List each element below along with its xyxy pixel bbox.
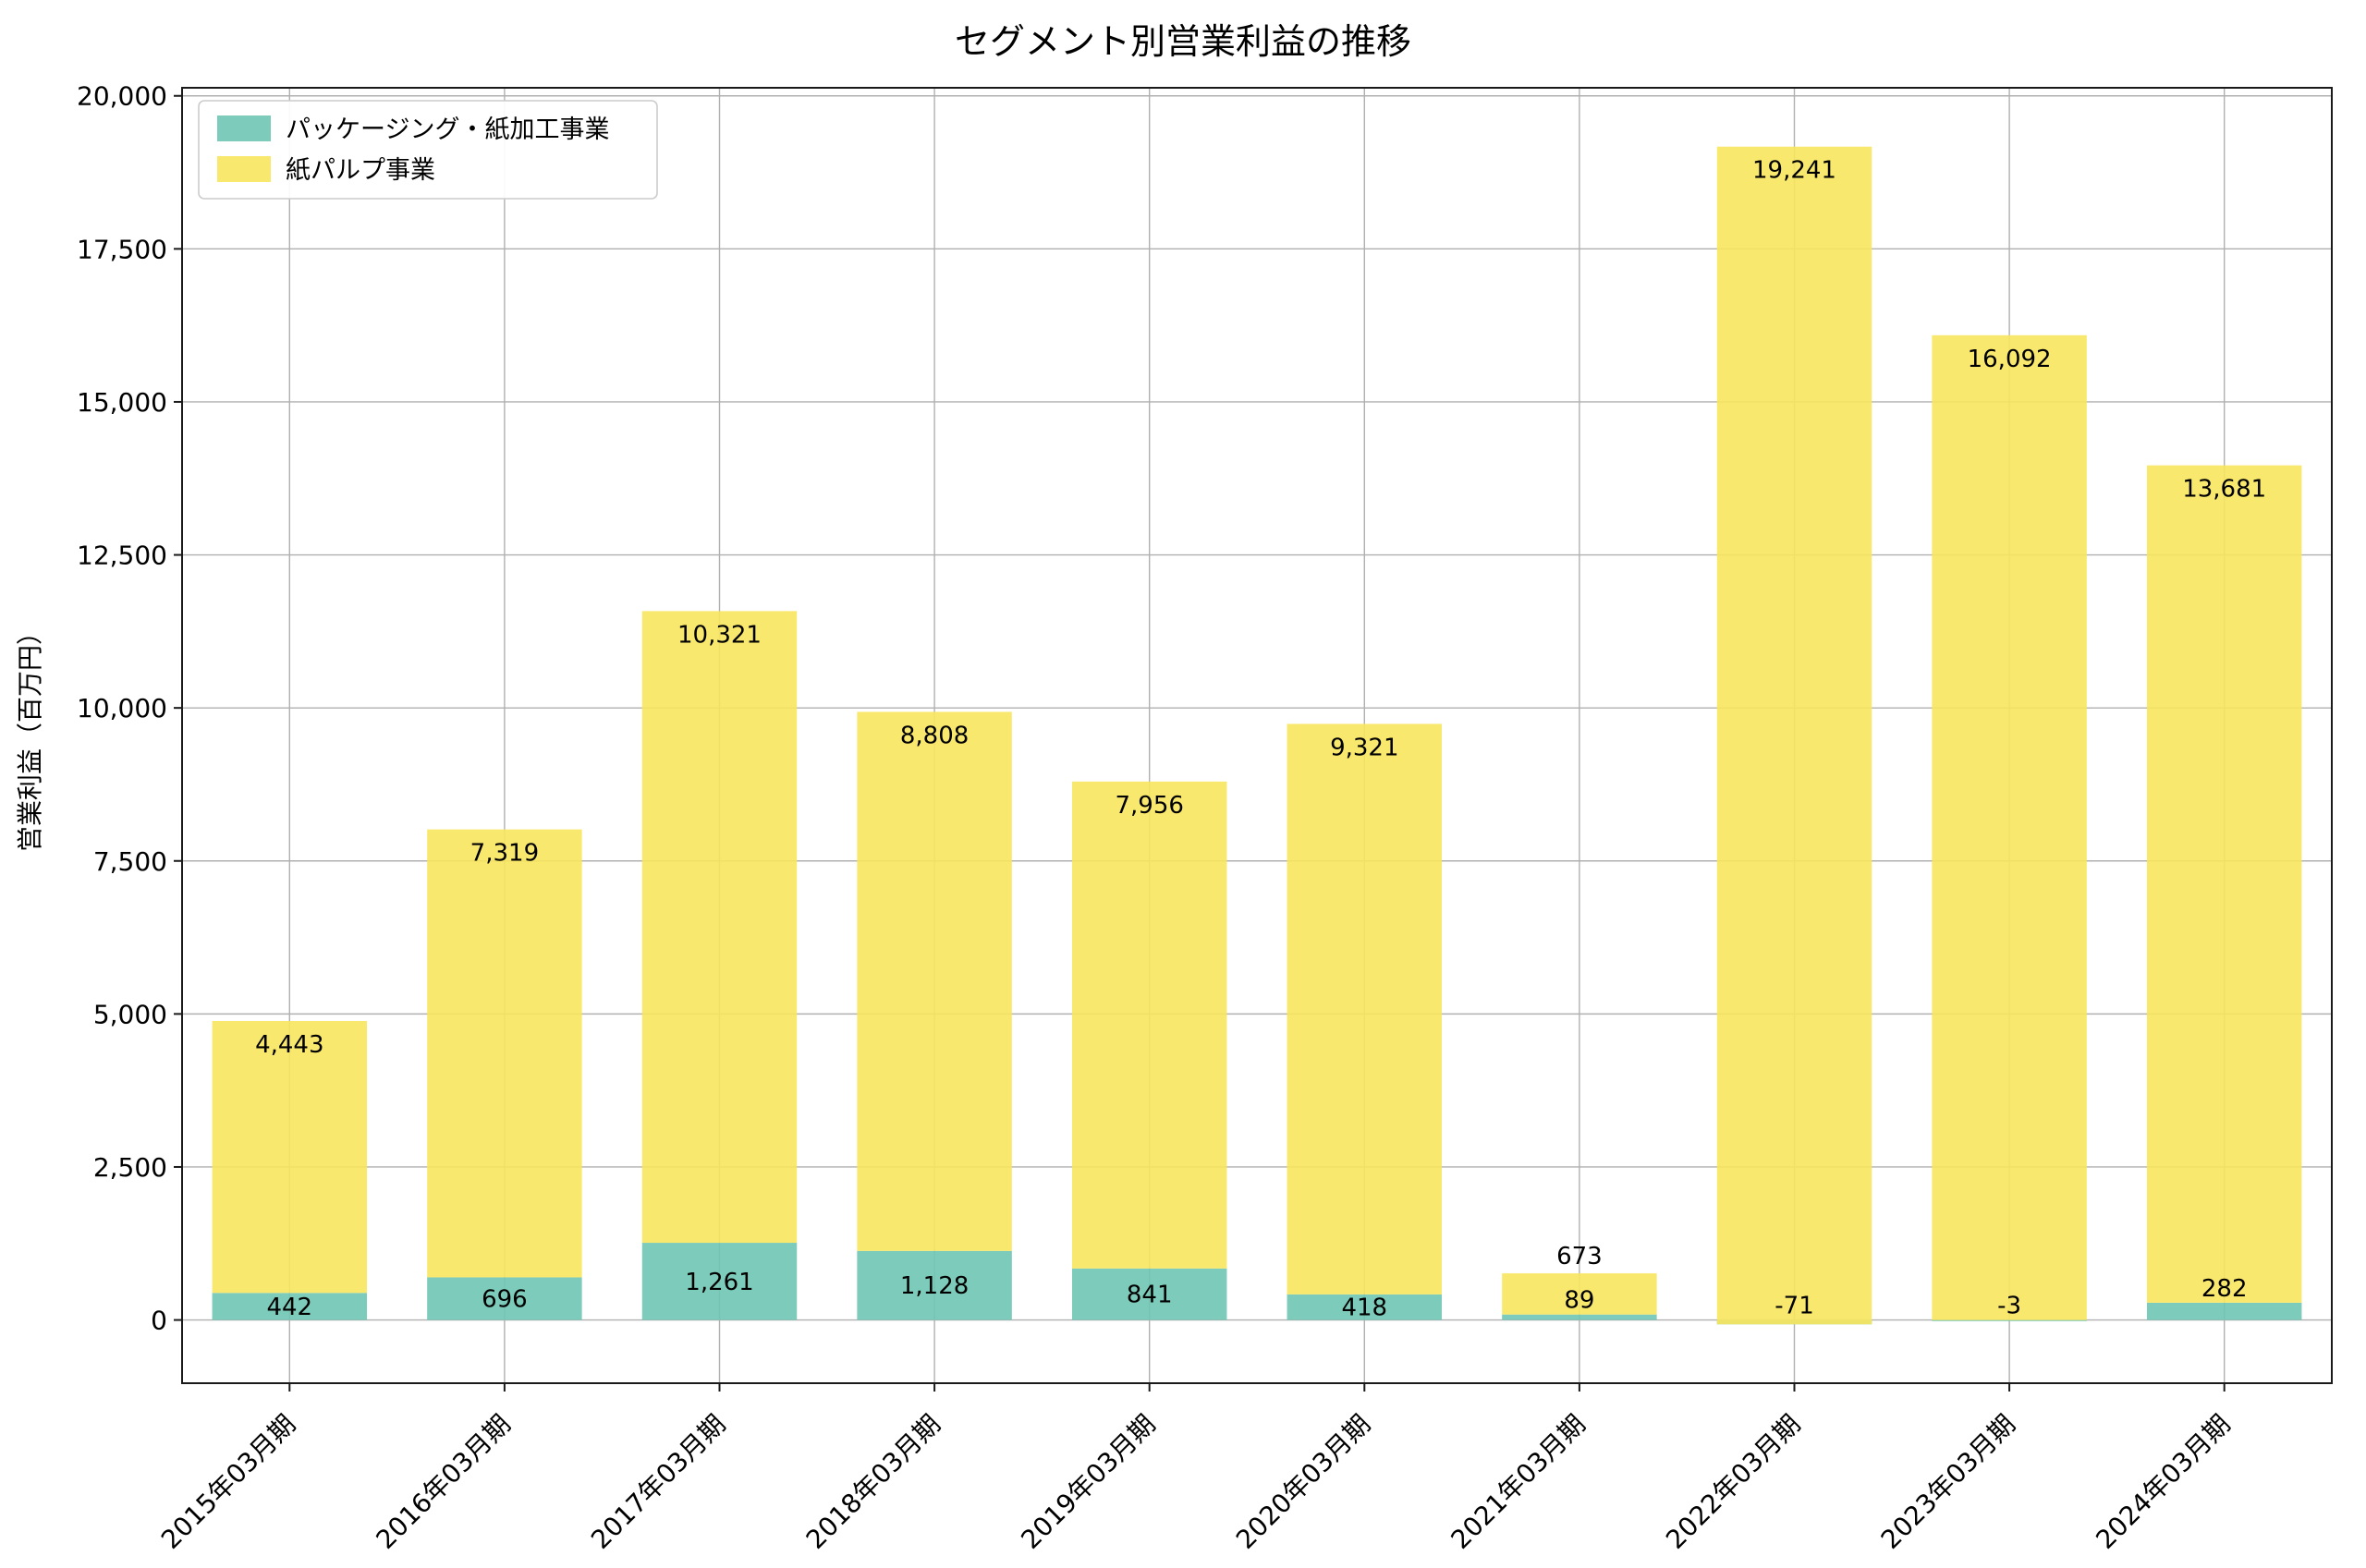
- x-tick-label: 2020年03月期: [1230, 1409, 1376, 1555]
- bar-segment-0-5: [1287, 1294, 1443, 1320]
- value-label: 19,241: [1752, 157, 1836, 185]
- bar-segment-1-9: [2146, 465, 2302, 1303]
- value-label: 16,092: [1968, 346, 2052, 373]
- bar-segment-1-2: [641, 611, 798, 1244]
- value-label: 673: [1556, 1243, 1603, 1270]
- bar-segment-1-3: [857, 711, 1012, 1251]
- legend-box: [198, 100, 658, 200]
- value-label: 8,808: [900, 722, 969, 749]
- x-tick-label: 2021年03月期: [1445, 1409, 1592, 1555]
- bar-segment-0-6: [1502, 1314, 1657, 1320]
- value-label: 841: [1127, 1282, 1173, 1309]
- bar-segment-1-0: [212, 1020, 368, 1294]
- value-label: 7,956: [1115, 792, 1183, 820]
- value-label: 696: [482, 1286, 528, 1314]
- bar-segment-1-7: [1716, 146, 1872, 1325]
- value-label: 282: [2201, 1275, 2248, 1303]
- bar-segment-0-0: [212, 1293, 368, 1320]
- value-label: 4,443: [255, 1031, 323, 1059]
- value-label: 418: [1341, 1295, 1387, 1322]
- legend-swatch-1: [217, 156, 271, 182]
- bar-segment-1-6: [1502, 1273, 1657, 1315]
- y-tick-label: 15,000: [77, 387, 167, 418]
- bar-segment-0-9: [2146, 1302, 2302, 1320]
- legend-label-0: パッケージング・紙加工事業: [286, 115, 609, 144]
- legend-label-1: 紙パルプ事業: [286, 156, 435, 185]
- y-tick-label: 5,000: [93, 999, 167, 1029]
- x-tick-label: 2016年03月期: [371, 1409, 517, 1555]
- bar-segment-1-5: [1287, 723, 1443, 1295]
- bar-segment-0-3: [857, 1250, 1012, 1320]
- bar-segment-1-8: [1932, 334, 2087, 1320]
- value-label: 1,261: [685, 1269, 753, 1296]
- y-axis-label: 営業利益（百万円）: [15, 619, 45, 852]
- chart-title: セグメント別営業利益の推移: [954, 21, 1411, 62]
- y-tick-label: 2,500: [93, 1152, 167, 1183]
- y-tick-label: 20,000: [77, 81, 167, 112]
- bar-segment-0-2: [641, 1243, 798, 1320]
- x-tick-label: 2017年03月期: [585, 1409, 731, 1555]
- plot-border: [181, 87, 2333, 1384]
- value-label: 13,681: [2182, 476, 2266, 504]
- y-tick-label: 0: [151, 1306, 167, 1336]
- x-tick-label: 2015年03月期: [155, 1409, 301, 1555]
- bar-segment-1-4: [1071, 781, 1227, 1269]
- bar-segment-0-4: [1071, 1268, 1227, 1320]
- value-label: 1,128: [900, 1272, 969, 1300]
- bar-segment-0-8: [1932, 1319, 2087, 1321]
- x-tick-label: 2024年03月期: [2090, 1409, 2236, 1555]
- value-label: 89: [1564, 1287, 1594, 1315]
- y-tick-label: 17,500: [77, 234, 167, 264]
- x-tick-label: 2022年03月期: [1660, 1409, 1806, 1555]
- value-label: -71: [1774, 1293, 1813, 1320]
- value-label: 10,321: [677, 621, 762, 649]
- x-tick-label: 2019年03月期: [1015, 1409, 1161, 1555]
- bar-segment-0-1: [427, 1277, 582, 1320]
- value-label: 9,321: [1330, 734, 1398, 761]
- y-tick-label: 10,000: [77, 693, 167, 723]
- value-label: 7,319: [470, 840, 539, 868]
- y-tick-label: 12,500: [77, 541, 167, 571]
- value-label: -3: [1997, 1293, 2021, 1320]
- x-tick-label: 2023年03月期: [1875, 1409, 2021, 1555]
- x-tick-label: 2018年03月期: [800, 1409, 946, 1555]
- legend-swatch-0: [217, 115, 271, 141]
- bar-segment-1-1: [427, 829, 582, 1278]
- value-label: 442: [266, 1294, 312, 1321]
- y-tick-label: 7,500: [93, 846, 167, 877]
